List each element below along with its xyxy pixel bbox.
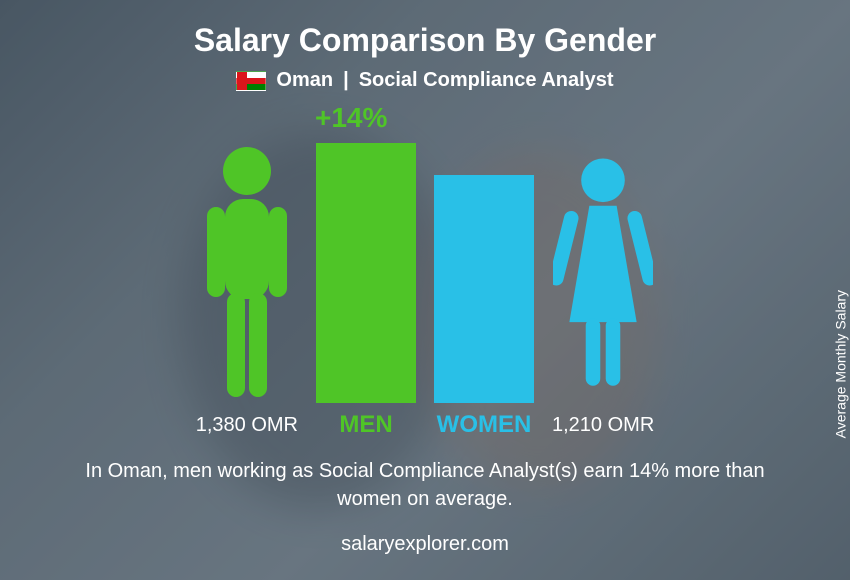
description: In Oman, men working as Social Complianc…	[65, 457, 785, 513]
women-label: WOMEN	[437, 411, 532, 439]
y-axis-label: Average Monthly Salary	[832, 290, 848, 438]
oman-flag-icon	[236, 71, 266, 91]
country-label: Oman	[276, 69, 333, 92]
women-salary: 1,210 OMR	[552, 411, 654, 439]
men-icon-column: 1,380 OMR	[196, 143, 298, 439]
women-bar	[434, 175, 534, 403]
subtitle: Oman | Social Compliance Analyst	[236, 69, 613, 92]
footer-source: salaryexplorer.com	[341, 533, 509, 556]
men-bar-column: MEN	[316, 143, 416, 439]
job-title-label: Social Compliance Analyst	[359, 69, 614, 92]
men-bar	[316, 143, 416, 403]
women-bar-column: WOMEN	[434, 175, 534, 439]
man-icon	[197, 143, 297, 403]
woman-icon	[553, 143, 653, 403]
chart-area: +14% 1,380 OMR MEN WOMEN	[0, 102, 850, 439]
separator: |	[343, 69, 349, 92]
page-title: Salary Comparison By Gender	[194, 22, 656, 59]
men-label: MEN	[339, 411, 392, 439]
men-salary: 1,380 OMR	[196, 411, 298, 439]
women-icon-column: 1,210 OMR	[552, 143, 654, 439]
delta-label: +14%	[315, 102, 387, 134]
